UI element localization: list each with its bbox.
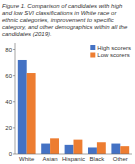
chart-title-line: candidates (2019). (2, 31, 52, 37)
bar (18, 60, 27, 154)
chart-title-line: and low SVI classifications in White rac… (2, 10, 117, 16)
bar (74, 140, 83, 154)
y-tick-label: 0 (9, 151, 13, 157)
bar (27, 73, 36, 154)
chart-title-line: ethnic categories, improvement to specif… (2, 17, 114, 23)
legend-label: High scorers (97, 45, 131, 51)
y-tick-label: 20 (5, 125, 12, 131)
y-axis-line (15, 43, 16, 154)
x-tick-label: Asian (43, 156, 58, 162)
chart-title-line: category, and other demographics within … (2, 24, 128, 30)
legend-label: Low scorers (97, 52, 129, 58)
y-tick-label: 40 (5, 99, 12, 105)
legend-swatch (90, 45, 95, 50)
y-tick-label: 60 (5, 73, 12, 79)
bar (41, 144, 50, 154)
bar (88, 147, 97, 154)
legend: High scorersLow scorers (90, 45, 131, 59)
x-tick-label: White (19, 156, 35, 162)
x-tick-label: Hispanic (62, 156, 85, 162)
bars (18, 60, 129, 154)
x-tick-label: Black (90, 156, 106, 162)
legend-swatch (90, 53, 95, 58)
chart: Figure 1. Comparison of candidates with … (0, 0, 135, 164)
x-tick-label: Other (113, 156, 128, 162)
chart-title: Figure 1. Comparison of candidates with … (2, 3, 128, 37)
x-axis-line (15, 154, 132, 155)
y-tick-label: 80 (5, 47, 12, 53)
bar (111, 144, 120, 154)
chart-title-line: Figure 1. Comparison of candidates with … (2, 3, 123, 9)
bar (50, 138, 59, 154)
bar (97, 142, 106, 154)
bar (120, 146, 129, 154)
bar (65, 145, 74, 154)
